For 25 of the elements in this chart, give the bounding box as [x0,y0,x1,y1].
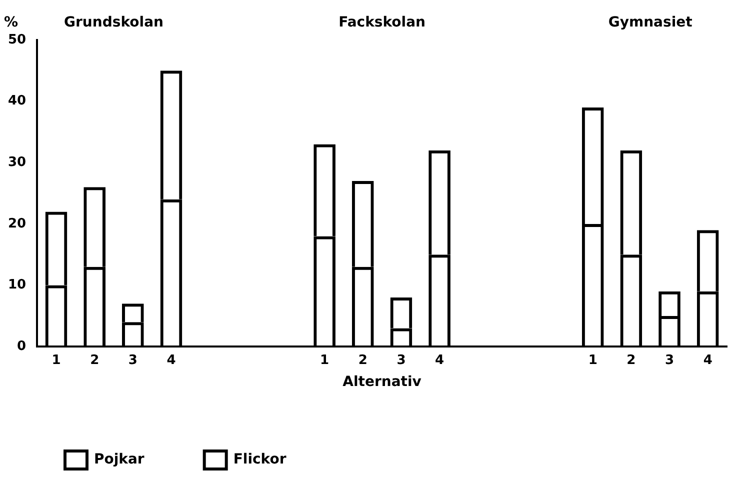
y-tick-label: 20 [8,216,26,232]
x-tick-label: 3 [128,352,138,368]
x-tick-label: 4 [435,352,444,368]
x-tick-label: 4 [166,352,176,368]
x-axis-title: Alternativ [342,374,422,390]
x-tick-label: 2 [626,352,636,368]
y-tick-label: 40 [8,94,26,109]
legend-label: Pojkar [94,452,144,468]
y-tick-label: 50 [8,32,26,48]
legend-label: Flickor [233,452,286,468]
x-tick-label: 1 [588,352,598,368]
x-tick-label: 1 [320,352,330,368]
y-tick-label: 30 [8,155,26,170]
x-tick-label: 3 [664,352,674,368]
x-tick-label: 1 [52,352,61,368]
x-tick-label: 3 [396,352,406,368]
x-tick-label: 2 [358,352,368,368]
text: Grundskolan [64,14,164,31]
text: Fackskolan [338,14,426,31]
x-tick-label: 2 [90,352,100,368]
y-tick-label: 0 [17,338,26,354]
y-tick-label: 10 [8,278,26,293]
x-tick-label: 4 [703,352,712,368]
y-axis-title: % [4,14,18,31]
text: Gymnasiet [608,14,693,31]
